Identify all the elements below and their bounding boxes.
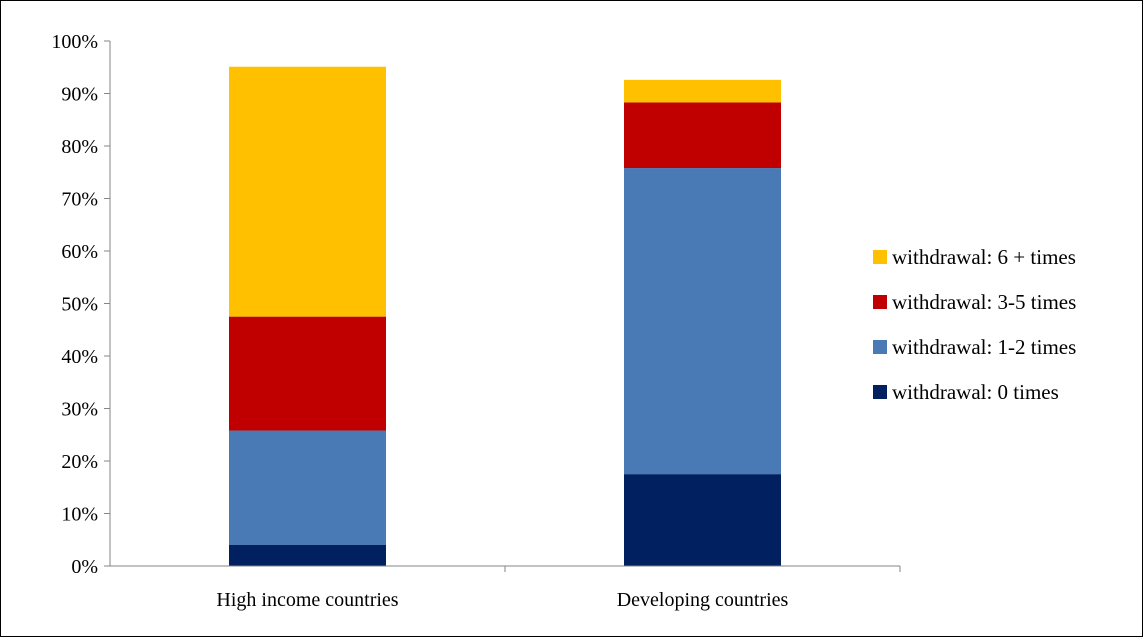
bar-developing-countries-withdrawal-3-5-times xyxy=(624,102,781,169)
legend-item-withdrawal-1-2-times: withdrawal: 1-2 times xyxy=(873,335,1076,359)
legend-item-withdrawal-6-times: withdrawal: 6 + times xyxy=(873,245,1076,269)
y-axis-ticks: 0% 10% 20% 30% 40% 50% 60% 70% 80% 90% 100% xyxy=(51,31,110,578)
bar-developing-countries-withdrawal-0-times xyxy=(624,474,781,566)
bar-high-income-countries-withdrawal-6-times xyxy=(229,66,386,317)
y-tick-label: 60% xyxy=(61,241,98,263)
y-tick-label: 40% xyxy=(61,346,98,368)
axes-layer xyxy=(109,41,900,567)
y-tick-label: 10% xyxy=(61,504,98,526)
y-tick-label: 50% xyxy=(61,294,98,316)
bar-developing-countries-withdrawal-1-2-times xyxy=(624,168,781,475)
bars-layer xyxy=(229,66,781,566)
legend-label: withdrawal: 3-5 times xyxy=(892,290,1076,314)
legend-swatch xyxy=(873,295,887,309)
x-tick-label-high-income-countries: High income countries xyxy=(216,589,398,611)
bar-high-income-countries-withdrawal-3-5-times xyxy=(229,316,386,431)
y-tick-label: 0% xyxy=(71,556,98,578)
legend-swatch xyxy=(873,340,887,354)
x-axis-ticks: High income countries Developing countrie… xyxy=(216,566,901,611)
legend-label: withdrawal: 1-2 times xyxy=(892,335,1076,359)
y-tick-label: 20% xyxy=(61,451,98,473)
y-tick-label: 80% xyxy=(61,136,98,158)
bar-developing-countries-withdrawal-6-times xyxy=(624,79,781,103)
y-tick-label: 90% xyxy=(61,84,98,106)
x-tick-label-developing-countries: Developing countries xyxy=(617,589,789,611)
y-tick-label: 70% xyxy=(61,189,98,211)
legend-item-withdrawal-3-5-times: withdrawal: 3-5 times xyxy=(873,290,1076,314)
legend-swatch xyxy=(873,385,887,399)
legend-item-withdrawal-0-times: withdrawal: 0 times xyxy=(873,380,1059,404)
y-tick-label: 100% xyxy=(51,31,98,53)
legend-swatch xyxy=(873,250,887,264)
legend-label: withdrawal: 0 times xyxy=(892,380,1059,404)
legend: withdrawal: 6 + times withdrawal: 3-5 tim… xyxy=(873,245,1076,404)
legend-label: withdrawal: 6 + times xyxy=(892,245,1076,269)
bar-high-income-countries-withdrawal-1-2-times xyxy=(229,430,386,545)
bar-high-income-countries-withdrawal-0-times xyxy=(229,545,386,566)
y-tick-label: 30% xyxy=(61,399,98,421)
